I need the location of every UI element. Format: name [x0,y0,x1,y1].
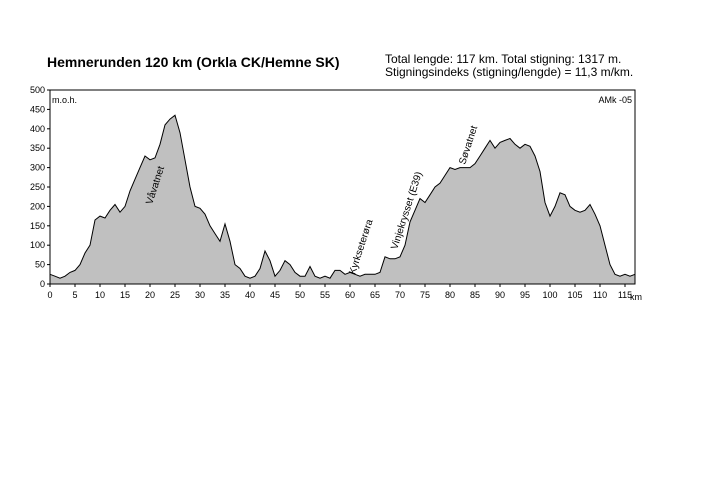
annotation: Søvatnet [457,124,480,166]
y-tick-label: 500 [30,85,45,95]
x-tick-label: 115 [618,290,632,300]
credit: AMk -05 [598,95,632,105]
x-tick-label: 80 [445,290,455,300]
info-line: Stigningsindeks (stigning/lengde) = 11,3… [385,65,633,79]
x-tick-label: 60 [345,290,355,300]
x-tick-label: 100 [542,290,557,300]
x-tick-label: 75 [420,290,430,300]
x-tick-label: 95 [520,290,530,300]
x-tick-label: 85 [470,290,480,300]
annotation: Kyrkseterøra [347,218,375,276]
x-tick-label: 30 [195,290,205,300]
info-line: Total lengde: 117 km. Total stigning: 13… [385,52,621,66]
x-tick-label: 105 [567,290,582,300]
x-tick-label: 70 [395,290,405,300]
y-tick-label: 50 [35,260,45,270]
x-tick-label: 20 [145,290,155,300]
y-tick-label: 200 [30,201,45,211]
y-tick-label: 0 [40,279,45,289]
x-tick-label: 65 [370,290,380,300]
y-axis-label: m.o.h. [52,95,77,105]
chart-title: Hemnerunden 120 km (Orkla CK/Hemne SK) [47,54,340,70]
y-tick-label: 150 [30,221,45,231]
x-tick-label: 50 [295,290,305,300]
x-tick-label: 45 [270,290,280,300]
x-tick-label: 15 [120,290,130,300]
x-tick-label: 90 [495,290,505,300]
x-tick-label: 55 [320,290,330,300]
x-axis-label: km [630,292,642,302]
x-tick-label: 10 [95,290,105,300]
line [49,114,636,279]
x-tick-label: 110 [593,290,607,300]
x-tick-label: 35 [220,290,230,300]
x-tick-label: 0 [47,290,52,300]
y-tick-label: 100 [30,240,45,250]
area [50,115,635,284]
x-tick-label: 5 [72,290,77,300]
y-tick-label: 400 [30,124,45,134]
y-tick-label: 450 [30,104,45,114]
x-tick-label: 40 [245,290,255,300]
y-tick-label: 300 [30,163,45,173]
y-tick-label: 250 [30,182,45,192]
y-tick-label: 350 [30,143,45,153]
x-tick-label: 25 [170,290,180,300]
